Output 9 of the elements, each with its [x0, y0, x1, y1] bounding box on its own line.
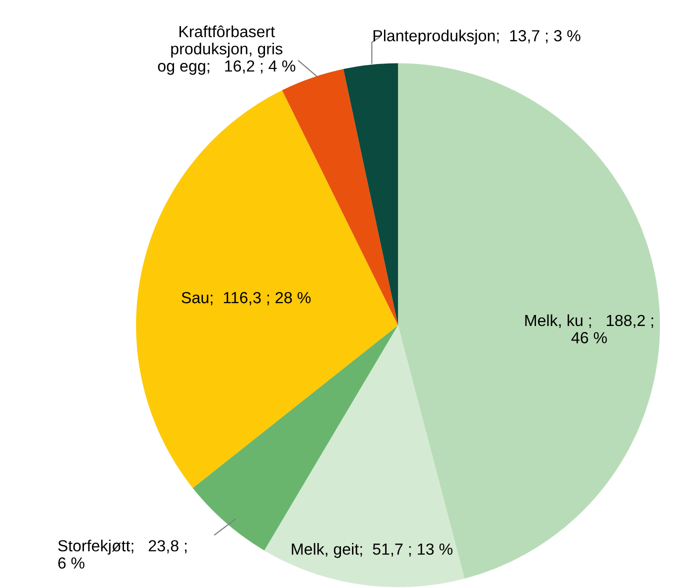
slice-label: Kraftfôrbasert produksjon, gris og egg; 16,2 ; 4 % [158, 25, 296, 75]
slice-label: Planteproduksjon; 13,7 ; 3 % [374, 30, 580, 45]
slice-label: Melk, ku ; 188,2 ; 46 % [525, 314, 654, 344]
slice-label: Melk, geit; 51,7 ; 13 % [292, 543, 452, 558]
slice-label: Storfekjøtt; 23,8 ; 6 % [58, 540, 187, 569]
slice-label: Sau; 116,3 ; 28 % [182, 292, 311, 306]
pie-slice [264, 325, 465, 588]
pie-slice [136, 90, 398, 488]
pie-slice [343, 63, 398, 326]
